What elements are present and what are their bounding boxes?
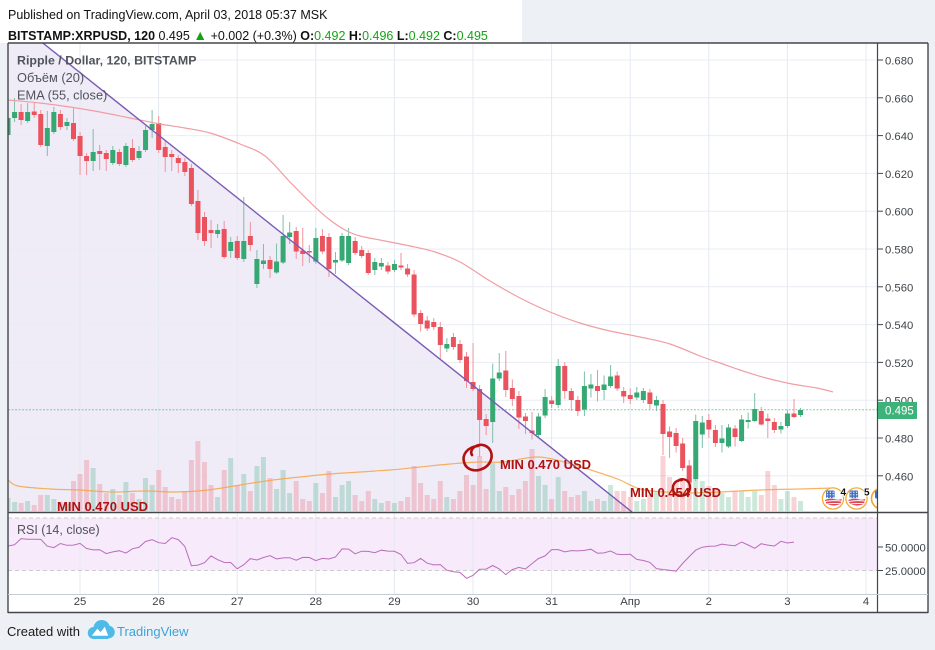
svg-text:0.560: 0.560 bbox=[885, 282, 913, 294]
svg-text:Ripple / Dollar, 120, BITSTAMP: Ripple / Dollar, 120, BITSTAMP bbox=[17, 54, 196, 68]
svg-text:31: 31 bbox=[545, 596, 558, 608]
svg-text:0.480: 0.480 bbox=[885, 434, 913, 446]
svg-text:Апр: Апр bbox=[620, 596, 640, 608]
svg-text:5: 5 bbox=[864, 487, 870, 498]
svg-text:25.0000: 25.0000 bbox=[885, 566, 926, 578]
svg-text:0.540: 0.540 bbox=[885, 320, 913, 332]
svg-text:TradingView: TradingView bbox=[117, 624, 189, 639]
svg-text:0.520: 0.520 bbox=[885, 358, 913, 370]
svg-text:0.600: 0.600 bbox=[885, 207, 913, 219]
svg-text:Created with: Created with bbox=[7, 624, 80, 639]
svg-text:MIN 0.470 USD: MIN 0.470 USD bbox=[500, 457, 591, 472]
svg-text:RSI (14, close): RSI (14, close) bbox=[17, 523, 100, 537]
svg-text:50.0000: 50.0000 bbox=[885, 543, 926, 555]
svg-text:0.640: 0.640 bbox=[885, 131, 913, 143]
svg-text:MIN 0.470 USD: MIN 0.470 USD bbox=[57, 499, 148, 514]
svg-text:0.580: 0.580 bbox=[885, 245, 913, 257]
svg-text:BITSTAMP:XRPUSD, 120 0.495 ▲ +: BITSTAMP:XRPUSD, 120 0.495 ▲ +0.002 (+0.… bbox=[8, 27, 488, 43]
svg-text:30: 30 bbox=[467, 596, 480, 608]
svg-text:0.680: 0.680 bbox=[885, 56, 913, 68]
svg-text:3: 3 bbox=[784, 596, 790, 608]
svg-text:0.495: 0.495 bbox=[885, 406, 914, 418]
svg-text:4: 4 bbox=[841, 487, 847, 498]
svg-text:2: 2 bbox=[706, 596, 712, 608]
svg-text:26: 26 bbox=[152, 596, 165, 608]
svg-text:4: 4 bbox=[863, 596, 869, 608]
svg-text:25: 25 bbox=[74, 596, 87, 608]
svg-text:29: 29 bbox=[388, 596, 401, 608]
svg-text:EMA (55, close): EMA (55, close) bbox=[17, 88, 107, 103]
svg-text:27: 27 bbox=[231, 596, 244, 608]
svg-text:Объём (20): Объём (20) bbox=[17, 70, 84, 85]
svg-text:0.620: 0.620 bbox=[885, 169, 913, 181]
svg-text:Published on TradingView.com,: Published on TradingView.com, April 03, … bbox=[8, 8, 328, 22]
svg-text:0.660: 0.660 bbox=[885, 93, 913, 105]
svg-text:0.460: 0.460 bbox=[885, 471, 913, 483]
svg-text:28: 28 bbox=[310, 596, 323, 608]
